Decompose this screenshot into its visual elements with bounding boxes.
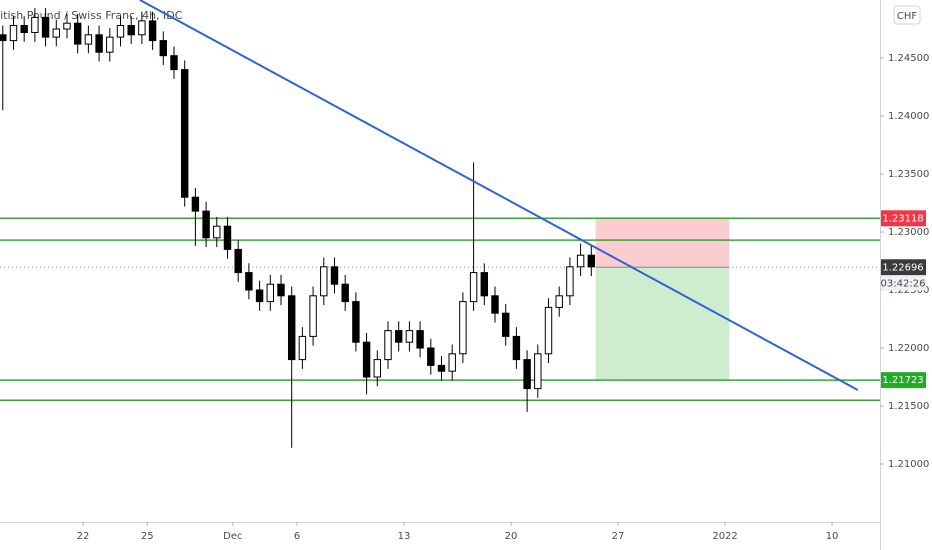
candle-body: [394, 330, 403, 343]
candle-body: [41, 16, 50, 38]
candle-body: [480, 272, 489, 297]
candle-body: [309, 295, 317, 337]
candle-body: [544, 306, 553, 355]
currency-button[interactable]: [893, 5, 921, 25]
y-tick-label: 1.21500: [888, 401, 929, 412]
candle-body: [180, 69, 189, 198]
candle-body: [170, 55, 178, 71]
x-tick-label: 22: [77, 531, 90, 542]
candle-body: [566, 266, 574, 297]
plot: British Pound / Swiss Franc, 4h, IDC: [0, 0, 880, 448]
candle-body: [448, 353, 456, 372]
candle-body: [116, 25, 125, 38]
target-price-label-bg: [881, 372, 926, 389]
current-price-label: 1.22696: [882, 262, 923, 273]
x-tick-label: 10: [826, 531, 839, 542]
candle-body: [405, 330, 414, 343]
candle-body: [191, 196, 200, 212]
y-tick-label: 1.23000: [888, 227, 929, 238]
candle-body: [63, 22, 71, 30]
candle-body: [202, 210, 210, 239]
candle-body: [523, 359, 531, 390]
candle-body: [159, 40, 167, 57]
countdown-bg: [881, 275, 926, 291]
trendline: [139, 0, 859, 391]
target-price-label: 1.21723: [882, 375, 923, 386]
candle-body: [320, 266, 328, 297]
stop-price-label-bg: [881, 210, 926, 227]
candle-body: [223, 225, 232, 250]
candle-body: [73, 22, 82, 45]
candle-body: [84, 34, 93, 45]
candle-body: [501, 312, 510, 337]
current-price-label-bg: [881, 259, 926, 276]
candle-body: [555, 295, 563, 308]
candle-body: [148, 20, 157, 42]
x-tick-label: Dec: [223, 531, 242, 542]
candle-body: [534, 353, 542, 390]
candle-body: [138, 20, 146, 36]
candle-body: [373, 359, 382, 378]
countdown: 03:42:26: [881, 278, 926, 289]
x-tick-label: 13: [398, 531, 411, 542]
candle-body: [0, 34, 7, 42]
candle-body: [437, 364, 446, 372]
chart-title: British Pound / Swiss Franc, 4h, IDC: [0, 9, 183, 22]
x-tick-label: 20: [505, 531, 518, 542]
x-tick-label: 2022: [712, 531, 737, 542]
candle-body: [491, 295, 499, 314]
candle-body: [469, 272, 478, 303]
y-tick-label: 1.21000: [888, 459, 929, 470]
candle-body: [512, 335, 521, 361]
stop-zone: [595, 218, 730, 268]
y-tick-label: 1.24500: [888, 53, 929, 64]
candle-body: [20, 25, 28, 33]
y-tick-label: 1.24000: [888, 111, 929, 122]
candle-body: [459, 301, 467, 355]
currency[interactable]: CHF: [897, 11, 918, 22]
candle-body: [127, 25, 135, 36]
candle-body: [576, 254, 585, 268]
candle-body: [266, 283, 275, 303]
candle-body: [245, 272, 253, 291]
candle-body: [287, 295, 296, 361]
target-zone: [595, 267, 730, 381]
candle-body: [52, 28, 60, 38]
candle-body: [31, 16, 39, 33]
candle-body: [255, 289, 264, 303]
candle-body: [213, 225, 221, 239]
candle-body: [95, 34, 103, 53]
candle-body: [106, 36, 114, 53]
candle-body: [587, 254, 596, 268]
candle-body: [234, 248, 242, 274]
x-tick-label: 27: [612, 531, 625, 542]
y-tick-label: 1.22500: [888, 285, 929, 296]
candle-body: [427, 347, 435, 366]
candle-body: [352, 301, 360, 343]
y-tick-label: 1.22000: [888, 343, 929, 354]
candle-body: [384, 330, 392, 361]
stop-price-label: 1.23118: [882, 213, 923, 224]
x-tick-label: 25: [141, 531, 154, 542]
candle-body: [416, 330, 424, 349]
candle-body: [298, 335, 307, 361]
candle-body: [277, 283, 285, 297]
candle-body: [330, 266, 339, 285]
x-tick-label: 6: [294, 531, 300, 542]
candle-body: [9, 25, 18, 42]
candle-body: [341, 283, 349, 303]
y-tick-label: 1.23500: [888, 169, 929, 180]
candle-body: [362, 341, 371, 378]
